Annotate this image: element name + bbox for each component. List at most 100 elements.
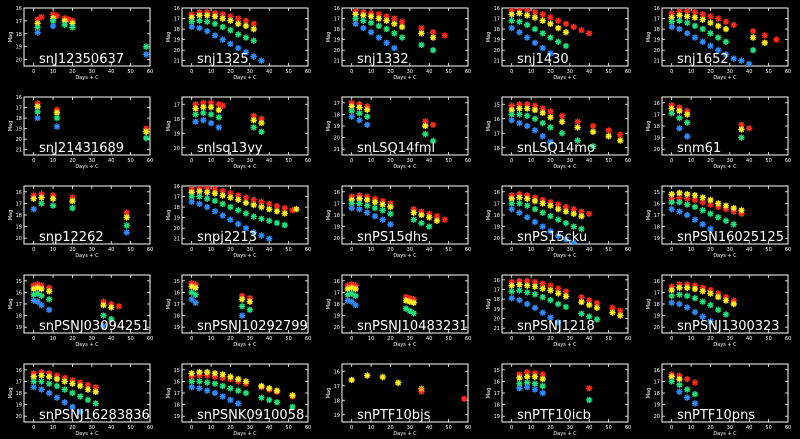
data-point-marker — [34, 29, 41, 36]
data-point-marker — [196, 385, 203, 392]
data-point-marker — [266, 206, 273, 213]
data-point-marker — [379, 197, 386, 205]
data-point-marker — [344, 297, 352, 304]
y-tick-label: 16 — [654, 368, 660, 374]
data-point-marker — [676, 107, 683, 115]
x-tick-label: 50 — [605, 425, 611, 431]
data-point-marker — [722, 297, 730, 304]
x-tick-label: 60 — [785, 158, 791, 164]
data-point-marker — [715, 214, 722, 221]
data-point-marker — [204, 387, 211, 394]
x-tick-label: 10 — [528, 425, 534, 431]
data-point-marker — [227, 194, 234, 201]
data-point-marker — [722, 38, 730, 45]
x-tick-label: 50 — [127, 336, 133, 342]
light-curve-panel: 0 10 20 30 40 50 60 16 17 18 19 20 21 Days + C Mag snj1… — [166, 6, 311, 81]
light-curve-panel: 0 10 20 30 40 50 60 16 17 18 19 20 21 Days + C Mag snPS… — [486, 274, 631, 348]
x-axis-label: Days + C — [75, 164, 99, 170]
y-axis-label: Mag — [646, 388, 652, 399]
data-point-marker — [188, 296, 195, 303]
y-tick-label: 21 — [334, 147, 340, 153]
x-tick-label: 40 — [108, 336, 114, 342]
data-point-marker — [364, 196, 371, 204]
y-tick-label: 18 — [654, 27, 660, 33]
data-point-marker — [211, 20, 219, 28]
x-tick-label: 0 — [350, 69, 353, 75]
data-point-marker — [34, 114, 41, 122]
data-point-marker — [555, 17, 562, 24]
x-tick-label: 0 — [510, 425, 513, 431]
y-tick-label: 16 — [654, 6, 660, 12]
data-point-marker — [38, 301, 45, 309]
data-point-marker — [406, 298, 414, 305]
data-point-marker — [367, 29, 375, 36]
data-point-marker — [715, 306, 722, 313]
data-point-marker — [266, 235, 273, 242]
x-tick-label: 40 — [266, 69, 272, 75]
data-point-marker — [348, 107, 355, 115]
data-point-marker — [273, 399, 281, 406]
data-point-marker — [684, 133, 691, 140]
data-point-marker — [77, 408, 84, 415]
data-point-marker — [53, 372, 61, 379]
data-point-marker — [410, 206, 417, 213]
y-tick-label: 19 — [334, 314, 340, 320]
data-point-marker — [188, 370, 195, 377]
x-tick-label: 40 — [746, 247, 752, 253]
data-point-marker — [676, 25, 683, 33]
x-tick-label: 0 — [670, 247, 673, 253]
data-points — [508, 8, 593, 57]
data-point-marker — [508, 192, 515, 199]
data-point-marker — [668, 14, 675, 21]
data-point-marker — [30, 206, 37, 213]
x-tick-label: 20 — [547, 158, 553, 164]
data-point-marker — [281, 210, 288, 217]
data-point-marker — [668, 206, 675, 213]
data-point-marker — [211, 208, 219, 215]
data-point-marker — [761, 32, 768, 39]
data-point-marker — [676, 12, 683, 19]
y-tick-label: 15 — [174, 368, 180, 374]
data-point-marker — [281, 204, 288, 212]
x-tick-label: 60 — [305, 247, 311, 253]
y-tick-label: 19 — [16, 127, 22, 133]
x-tick-label: 20 — [547, 247, 553, 253]
data-point-marker — [196, 368, 203, 376]
x-tick-label: 10 — [688, 336, 694, 342]
y-tick-label: 16 — [16, 368, 22, 374]
x-tick-label: 10 — [528, 158, 534, 164]
data-point-marker — [562, 293, 570, 300]
data-point-marker — [142, 51, 150, 58]
data-point-marker — [684, 281, 691, 288]
data-point-marker — [242, 194, 250, 201]
x-axis-label: Days + C — [75, 253, 99, 259]
data-point-marker — [211, 370, 219, 377]
data-point-marker — [738, 57, 745, 64]
y-tick-label: 16 — [16, 6, 22, 12]
data-point-marker — [379, 207, 386, 214]
data-point-marker — [207, 119, 215, 127]
data-point-marker — [387, 210, 394, 218]
y-tick-label: 16 — [494, 6, 500, 12]
y-axis-label: Mag — [326, 388, 332, 399]
data-point-marker — [699, 11, 706, 18]
data-point-marker — [676, 125, 683, 132]
data-point-marker — [188, 373, 195, 380]
data-point-marker — [398, 18, 406, 25]
data-points — [188, 368, 296, 411]
data-point-marker — [531, 291, 539, 298]
data-point-marker — [100, 301, 107, 309]
panel-name-label: snJ12350637 — [39, 52, 124, 67]
y-tick-label: 17 — [334, 290, 340, 296]
data-point-marker — [508, 102, 515, 109]
data-point-marker — [539, 119, 546, 127]
x-tick-label: 60 — [147, 247, 153, 253]
data-point-marker — [531, 278, 539, 285]
y-axis-label: Mag — [166, 299, 172, 310]
data-point-marker — [707, 13, 714, 20]
data-point-marker — [539, 11, 546, 18]
data-point-marker — [539, 209, 546, 216]
data-point-marker — [30, 378, 37, 385]
data-point-marker — [348, 196, 355, 204]
